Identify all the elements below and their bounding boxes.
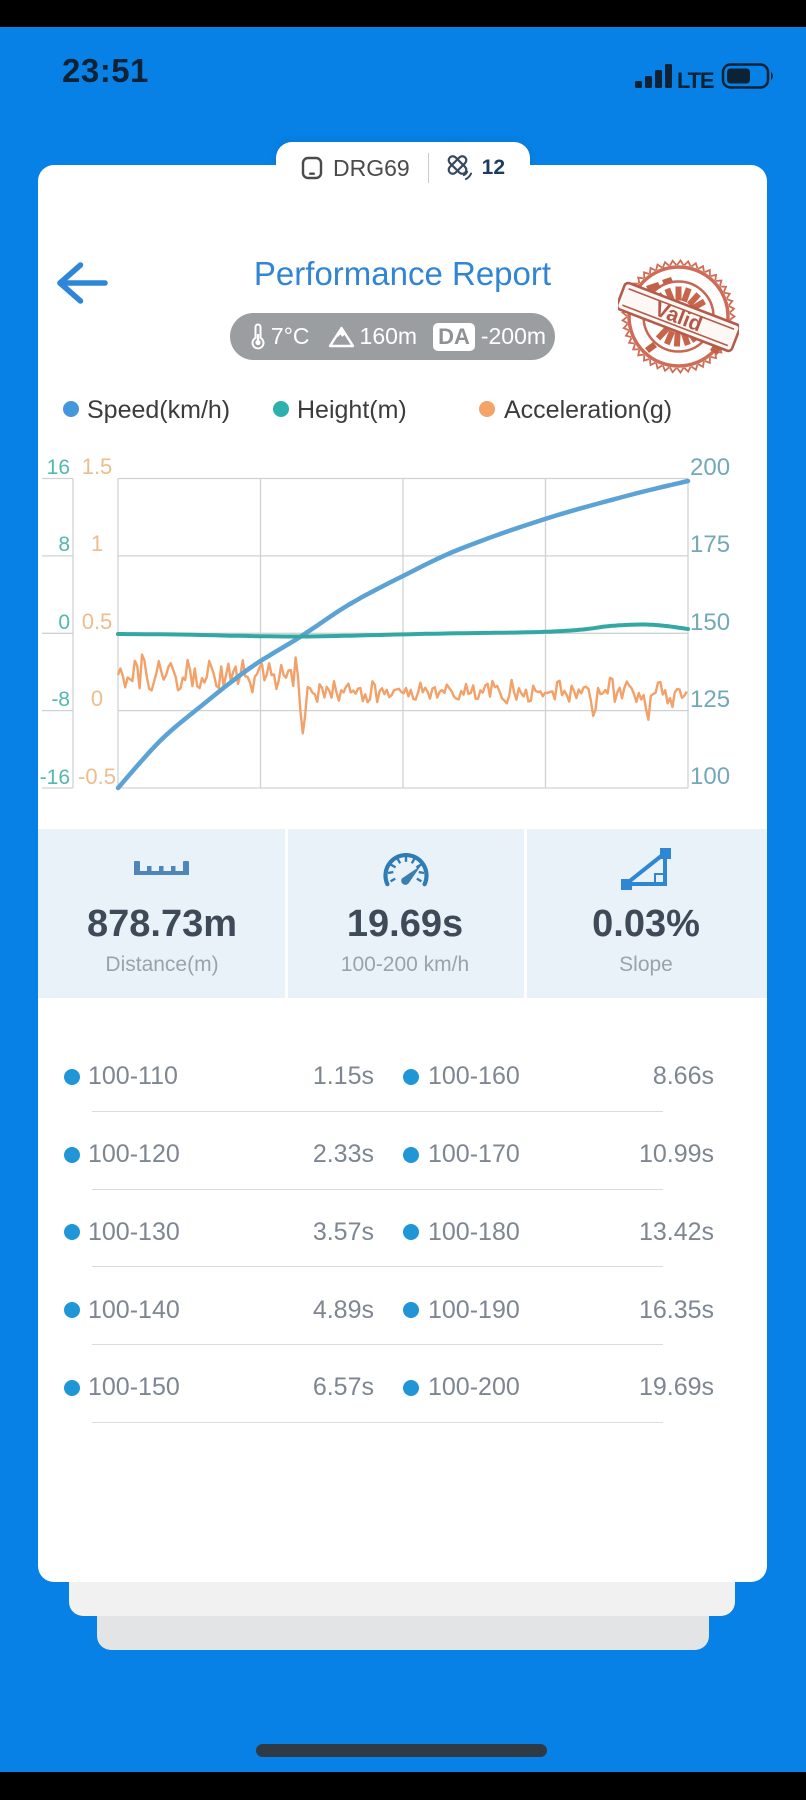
svg-text:-16: -16 bbox=[40, 766, 70, 789]
svg-text:16: 16 bbox=[47, 456, 70, 479]
svg-text:LTE: LTE bbox=[677, 68, 714, 93]
svg-text:8: 8 bbox=[58, 533, 70, 556]
svg-text:0.5: 0.5 bbox=[82, 609, 113, 634]
svg-text:0: 0 bbox=[58, 611, 70, 634]
svg-text:100: 100 bbox=[690, 763, 730, 790]
svg-text:175: 175 bbox=[690, 531, 730, 558]
svg-text:200: 200 bbox=[690, 454, 730, 481]
svg-text:1: 1 bbox=[91, 531, 103, 556]
svg-text:-8: -8 bbox=[51, 688, 70, 711]
svg-text:0: 0 bbox=[91, 686, 103, 711]
svg-text:-0.5: -0.5 bbox=[78, 764, 116, 789]
svg-text:150: 150 bbox=[690, 609, 730, 636]
svg-text:1.5: 1.5 bbox=[82, 454, 113, 479]
svg-text:125: 125 bbox=[690, 686, 730, 713]
